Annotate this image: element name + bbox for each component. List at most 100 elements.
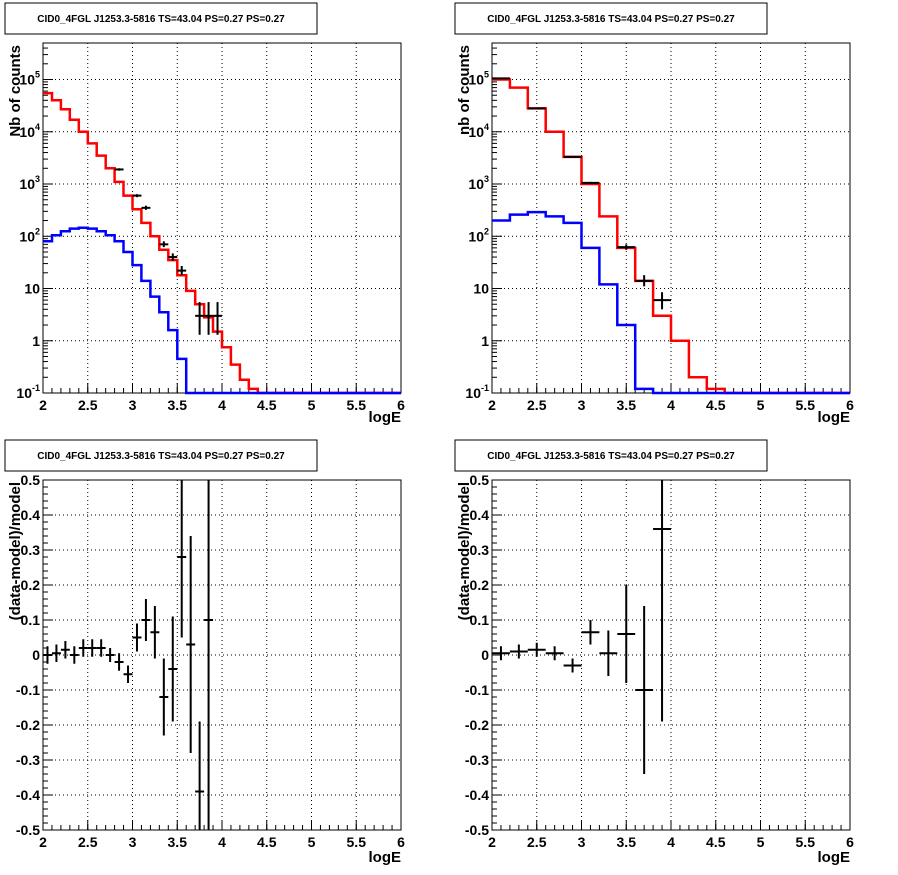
x-tick-label: 2.5 — [78, 397, 98, 413]
data-point — [492, 646, 510, 661]
x-tick-label: 4.5 — [706, 834, 726, 850]
source-model-histogram — [492, 210, 850, 395]
y-tick-label: 10-1 — [465, 383, 489, 401]
x-tick-label: 5.5 — [347, 834, 367, 850]
data-point — [168, 253, 178, 261]
x-tick-label: 6 — [846, 834, 854, 850]
y-tick-label: 102 — [468, 226, 489, 244]
x-tick-label: 5 — [757, 397, 765, 413]
data-point — [635, 606, 654, 774]
panel-top-left: CID0_4FGL J1253.3-5816 TS=43.04 PS=0.27 … — [4, 2, 405, 426]
x-tick-label: 5 — [757, 834, 765, 850]
x-tick-label: 3.5 — [617, 834, 637, 850]
y-tick-label: 10 — [473, 281, 489, 297]
data-point — [177, 480, 187, 638]
x-tick-label: 2 — [488, 834, 496, 850]
x-tick-label: 6 — [846, 397, 854, 413]
chart-title: CID0_4FGL J1253.3-5816 TS=43.04 PS=0.27 … — [37, 14, 285, 25]
data-point — [159, 241, 169, 248]
data-point — [195, 302, 205, 335]
data-point — [527, 642, 546, 657]
data-point — [195, 721, 205, 830]
data-point — [132, 623, 142, 652]
data-point — [204, 480, 214, 830]
data-point — [581, 620, 600, 645]
data-point — [141, 599, 151, 641]
x-tick-label: 2.5 — [527, 834, 547, 850]
data-point — [69, 646, 79, 664]
data-point — [132, 194, 142, 198]
data-point — [96, 639, 106, 657]
panel-bottom-left: CID0_4FGL J1253.3-5816 TS=43.04 PS=0.27 … — [4, 439, 405, 866]
y-tick-label: -0.4 — [465, 787, 489, 803]
data-point — [78, 639, 88, 657]
x-tick-label: 3.5 — [617, 397, 637, 413]
x-tick-label: 3 — [578, 834, 586, 850]
title-box — [4, 439, 318, 472]
data-point — [177, 265, 187, 276]
x-axis-label: logE — [369, 409, 402, 426]
chart-title: CID0_4FGL J1253.3-5816 TS=43.04 PS=0.27 … — [487, 14, 735, 25]
y-tick-label: 102 — [19, 226, 40, 244]
y-tick-label: 10-1 — [16, 383, 40, 401]
data-point — [87, 639, 97, 657]
x-tick-label: 5.5 — [347, 397, 367, 413]
x-axis-label: logE — [818, 849, 851, 866]
data-point — [43, 646, 52, 664]
y-tick-label: 1 — [481, 333, 489, 349]
y-axis-label: nb of counts — [456, 45, 473, 135]
y-tick-label: 0 — [481, 647, 489, 663]
x-tick-label: 4.5 — [706, 397, 726, 413]
chart-title: CID0_4FGL J1253.3-5816 TS=43.04 PS=0.27 … — [37, 451, 285, 462]
x-tick-label: 5 — [308, 834, 316, 850]
y-tick-label: 0.5 — [470, 472, 490, 488]
x-tick-label: 4.5 — [257, 834, 277, 850]
y-axis-label: (data-model)/model — [456, 482, 473, 620]
source-model-histogram — [43, 226, 401, 395]
y-tick-label: 0.2 — [470, 577, 490, 593]
data-point — [114, 653, 124, 671]
y-tick-label: -0.5 — [465, 822, 489, 838]
x-tick-label: 3 — [129, 397, 137, 413]
chart-title: CID0_4FGL J1253.3-5816 TS=43.04 PS=0.27 … — [487, 451, 735, 462]
x-tick-label: 5.5 — [796, 397, 816, 413]
y-tick-label: 0.2 — [21, 577, 41, 593]
data-point — [653, 292, 671, 310]
data-point — [105, 648, 115, 662]
data-point — [204, 302, 214, 335]
y-tick-label: 0.5 — [21, 472, 41, 488]
y-tick-label: 10 — [24, 281, 40, 297]
data-point — [150, 606, 160, 659]
data-point — [617, 585, 636, 683]
y-axis-label: Nb of counts — [7, 45, 24, 137]
y-tick-label: 1 — [32, 333, 40, 349]
data-point — [60, 641, 70, 659]
title-box — [454, 439, 768, 472]
data-point — [563, 658, 582, 673]
x-tick-label: 4 — [218, 397, 226, 413]
data-point — [563, 155, 582, 158]
x-axis-label: logE — [818, 409, 851, 426]
data-point — [617, 244, 636, 250]
x-tick-label: 3.5 — [168, 397, 188, 413]
data-point — [509, 644, 528, 659]
y-tick-label: 0 — [32, 647, 40, 663]
x-tick-label: 2.5 — [527, 397, 547, 413]
y-tick-label: -0.5 — [16, 822, 40, 838]
y-tick-label: -0.3 — [465, 752, 489, 768]
title-box — [4, 2, 318, 35]
y-tick-label: -0.3 — [16, 752, 40, 768]
x-tick-label: 2 — [488, 397, 496, 413]
data-point — [159, 658, 169, 736]
y-tick-label: -0.1 — [465, 682, 489, 698]
y-tick-label: 0.3 — [21, 542, 41, 558]
y-tick-label: 105 — [19, 70, 40, 88]
y-tick-label: -0.1 — [16, 682, 40, 698]
data-point — [635, 275, 654, 287]
data-point — [213, 302, 222, 335]
title-box — [454, 2, 768, 35]
x-tick-label: 4 — [218, 834, 226, 850]
y-tick-label: -0.2 — [16, 717, 40, 733]
y-tick-label: 0.1 — [21, 612, 41, 628]
data-point — [653, 480, 671, 722]
